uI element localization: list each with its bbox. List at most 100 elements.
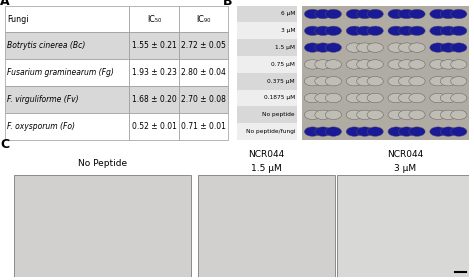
Text: 0.1875 μM: 0.1875 μM [264,95,295,101]
Circle shape [388,9,404,19]
Circle shape [346,127,363,136]
Circle shape [430,93,446,103]
Circle shape [315,93,331,103]
Circle shape [367,93,383,103]
Circle shape [440,127,456,136]
Text: No peptide/fungi: No peptide/fungi [246,129,295,134]
Circle shape [440,76,456,86]
Circle shape [388,110,404,120]
Circle shape [388,60,404,69]
Text: F. virguliforme (Fv): F. virguliforme (Fv) [8,95,79,104]
Circle shape [356,60,373,69]
Circle shape [304,110,320,120]
FancyBboxPatch shape [237,106,297,123]
Circle shape [325,26,341,36]
Circle shape [346,43,363,52]
Circle shape [409,26,425,36]
Circle shape [304,60,320,69]
Circle shape [409,60,425,69]
Text: A: A [0,0,10,8]
Text: 1.93 ± 0.23: 1.93 ± 0.23 [132,68,176,77]
Circle shape [409,127,425,136]
Circle shape [409,110,425,120]
Text: IC₉₀: IC₉₀ [196,15,210,24]
Text: 3 μM: 3 μM [394,164,417,173]
Circle shape [356,93,373,103]
Circle shape [367,127,383,136]
FancyBboxPatch shape [129,113,179,140]
Circle shape [409,76,425,86]
Text: 0.75 μM: 0.75 μM [271,62,295,67]
FancyBboxPatch shape [237,22,297,39]
Circle shape [346,76,363,86]
Circle shape [451,93,467,103]
FancyBboxPatch shape [129,86,179,113]
Circle shape [367,110,383,120]
FancyBboxPatch shape [237,90,297,106]
Circle shape [440,43,456,52]
Circle shape [430,76,446,86]
FancyBboxPatch shape [5,86,129,113]
Circle shape [388,76,404,86]
Circle shape [367,60,383,69]
Circle shape [325,110,341,120]
Circle shape [399,43,415,52]
FancyBboxPatch shape [237,39,297,56]
Circle shape [430,127,446,136]
FancyBboxPatch shape [179,113,228,140]
FancyBboxPatch shape [237,73,297,90]
Text: 1.5 μM: 1.5 μM [251,164,282,173]
Circle shape [356,9,373,19]
Circle shape [304,9,320,19]
Circle shape [356,26,373,36]
Circle shape [356,127,373,136]
Circle shape [304,76,320,86]
FancyBboxPatch shape [5,113,129,140]
Text: 1.68 ± 0.20: 1.68 ± 0.20 [132,95,176,104]
Circle shape [315,110,331,120]
FancyBboxPatch shape [5,32,129,59]
Text: NCR044: NCR044 [248,150,284,159]
Circle shape [451,43,467,52]
Circle shape [451,60,467,69]
Circle shape [325,127,341,136]
Circle shape [451,127,467,136]
Circle shape [399,26,415,36]
Text: IC₅₀: IC₅₀ [147,15,161,24]
Text: 2.80 ± 0.04: 2.80 ± 0.04 [181,68,226,77]
Circle shape [315,60,331,69]
Text: F. oxysporum (Fo): F. oxysporum (Fo) [8,122,75,131]
FancyBboxPatch shape [179,86,228,113]
Text: 2.70 ± 0.08: 2.70 ± 0.08 [181,95,226,104]
FancyBboxPatch shape [237,123,297,140]
Circle shape [388,26,404,36]
FancyBboxPatch shape [5,59,129,86]
Circle shape [440,9,456,19]
Circle shape [451,9,467,19]
FancyBboxPatch shape [129,59,179,86]
Circle shape [315,76,331,86]
Circle shape [399,76,415,86]
Text: 0.375 μM: 0.375 μM [267,79,295,84]
Circle shape [399,127,415,136]
Circle shape [430,9,446,19]
Circle shape [325,76,341,86]
Text: Botrytis cinerea (Bc): Botrytis cinerea (Bc) [8,41,86,50]
Text: No Peptide: No Peptide [78,159,127,168]
Circle shape [304,127,320,136]
Text: 3 μM: 3 μM [281,28,295,33]
Text: B: B [223,0,233,8]
Text: Fusarium graminearum (Fg): Fusarium graminearum (Fg) [8,68,114,77]
Circle shape [409,43,425,52]
Circle shape [440,60,456,69]
Circle shape [409,93,425,103]
Circle shape [430,110,446,120]
Circle shape [356,76,373,86]
Circle shape [451,26,467,36]
Circle shape [388,93,404,103]
Circle shape [367,43,383,52]
Circle shape [367,76,383,86]
Circle shape [304,26,320,36]
Circle shape [440,93,456,103]
Circle shape [315,127,331,136]
